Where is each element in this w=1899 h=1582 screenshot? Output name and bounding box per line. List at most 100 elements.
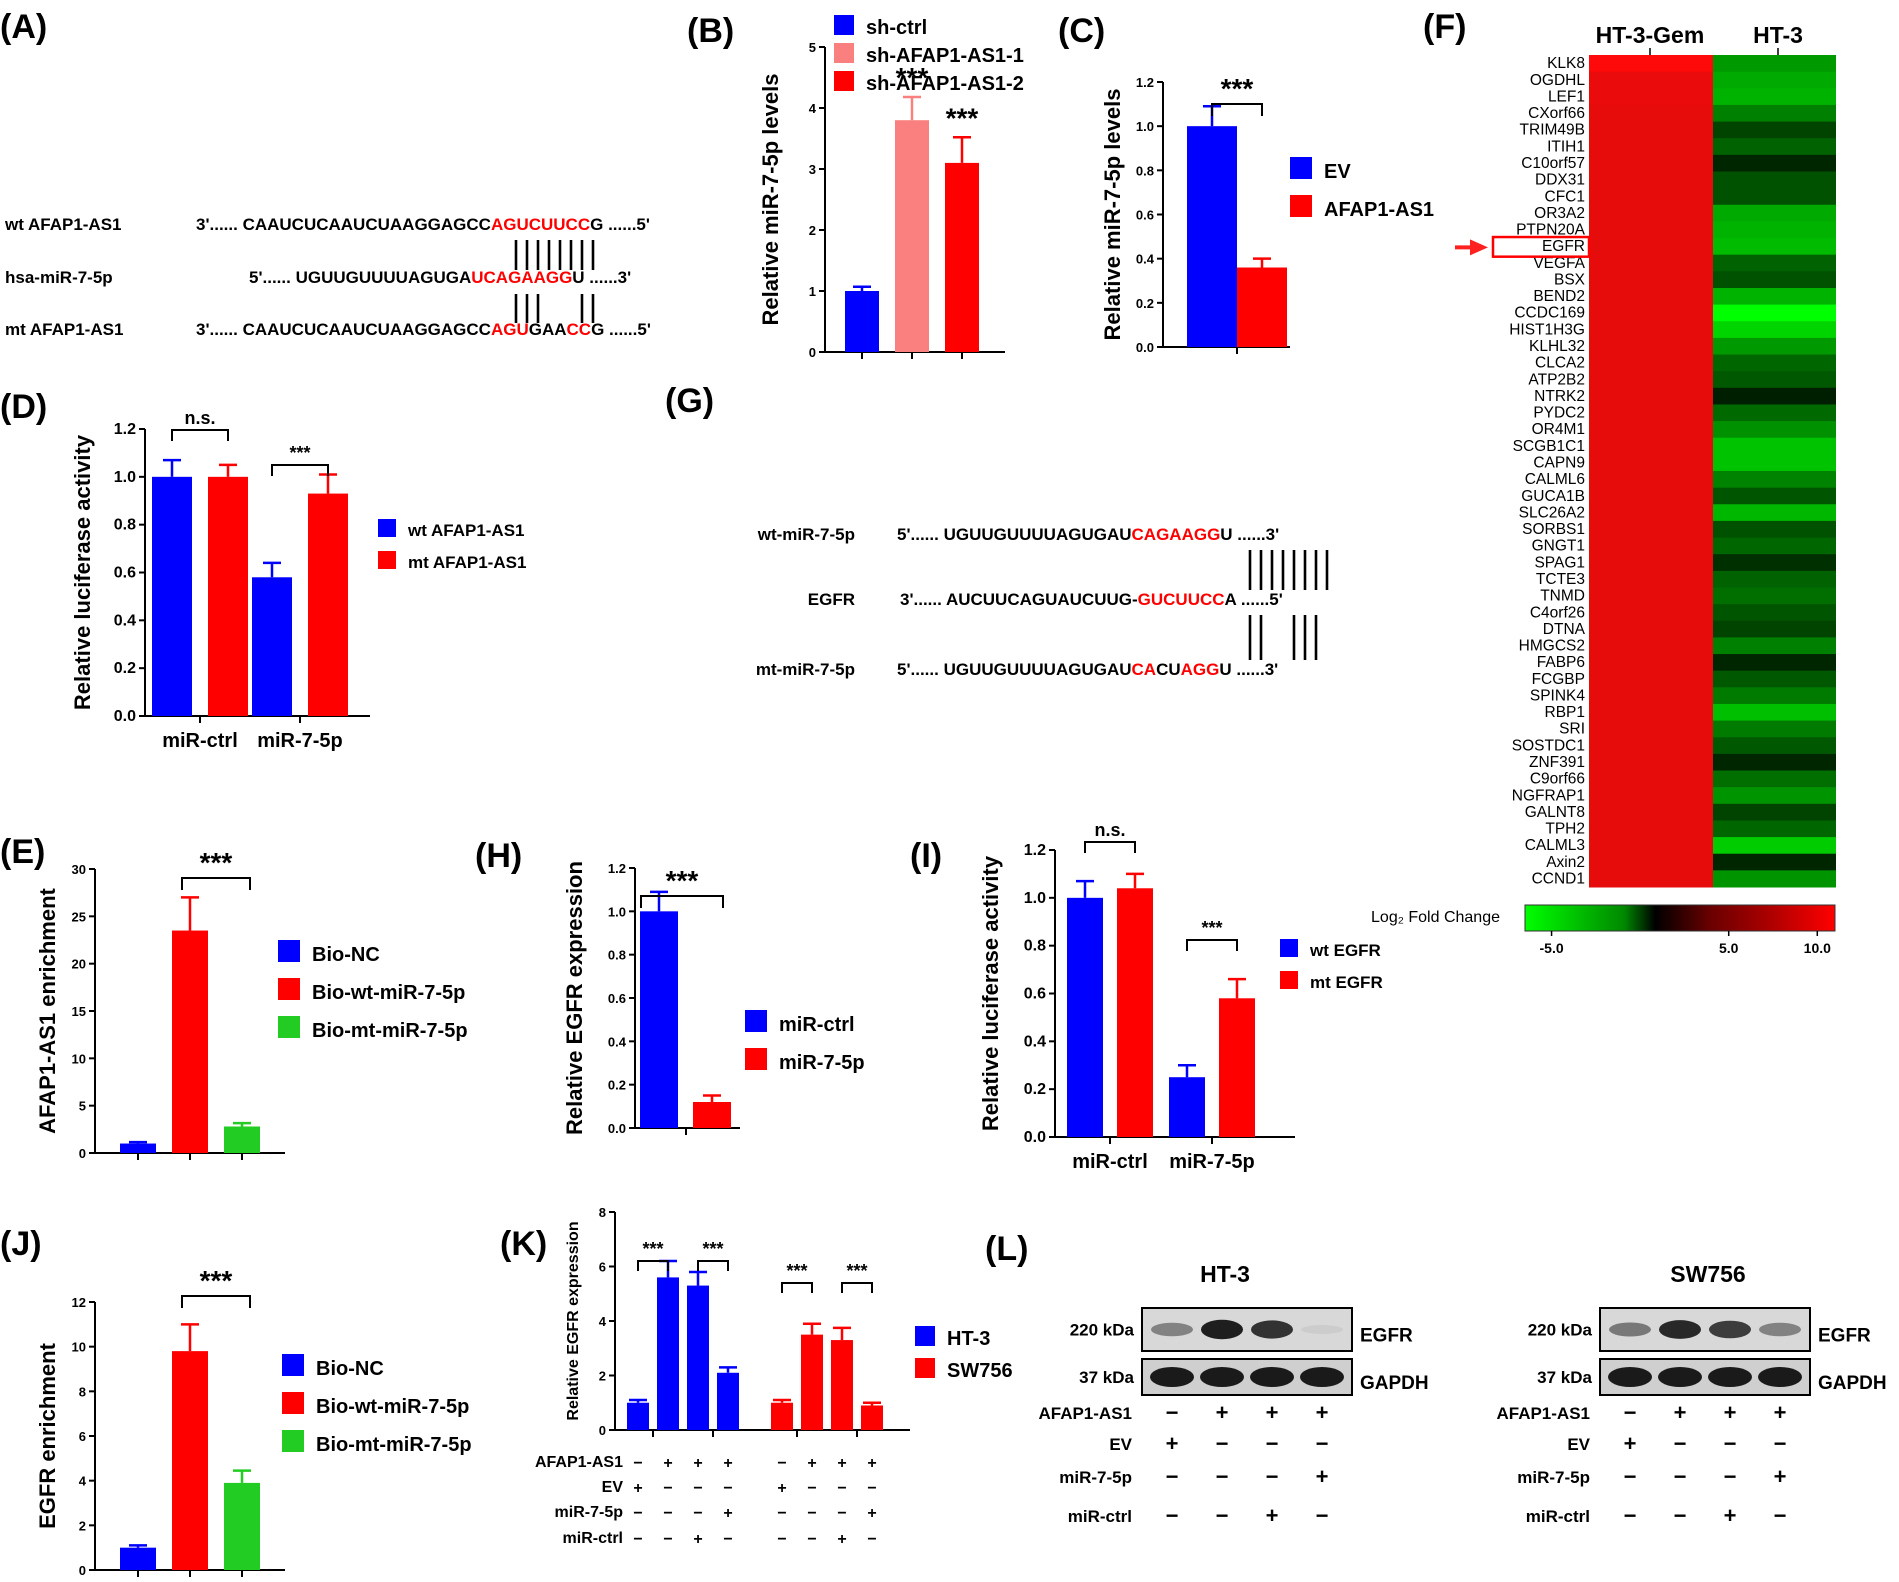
B-bar-0 — [845, 291, 879, 352]
L-gapdh-band-0-2 — [1250, 1367, 1294, 1387]
panelA-sequence-0: 3'...... CAAUCUCAAUCUAAGGAGCCAGUCUUCCG .… — [196, 215, 650, 234]
panel-label-B: (B) — [687, 12, 734, 50]
F-cell-ht3-16 — [1713, 321, 1836, 339]
F-cell-gem-45 — [1589, 803, 1713, 821]
J-legend-label-1: Bio-wt-miR-7-5p — [316, 1396, 469, 1418]
B-legend-label-2: sh-AFAP1-AS1-2 — [866, 73, 1024, 95]
J-legend-swatch-1 — [282, 1392, 304, 1414]
L-egfr-band-0-2 — [1251, 1320, 1293, 1339]
F-gene-label-43: C9orf66 — [1530, 771, 1585, 788]
K-condition-name-1: EV — [602, 1479, 624, 1496]
K-bar-7 — [861, 1405, 883, 1430]
L-sign-1-3-2: + — [1724, 1503, 1737, 1528]
C-y-tick-label-2: 0.4 — [1136, 252, 1155, 267]
K-sign-0-2: + — [693, 1455, 702, 1472]
F-cell-gem-30 — [1589, 554, 1713, 572]
E-y-tick-label-1: 5 — [79, 1099, 86, 1114]
D-y-tick-label-2: 0.4 — [114, 612, 136, 629]
panel-label-K: (K) — [500, 1225, 547, 1263]
L-condition-name-0-1: EV — [1109, 1435, 1132, 1454]
F-cell-ht3-17 — [1713, 337, 1836, 356]
K-y-tick-label-1: 2 — [599, 1369, 606, 1384]
F-gene-label-0: KLK8 — [1547, 55, 1585, 72]
B-legend-swatch-0 — [834, 15, 854, 35]
C-y-tick-label-0: 0.0 — [1136, 340, 1154, 355]
F-cell-ht3-18 — [1713, 354, 1836, 372]
D-y-tick-label-5: 1.0 — [114, 469, 136, 486]
J-y-tick-label-2: 4 — [79, 1474, 87, 1489]
D-bracket-0-label: n.s. — [184, 408, 215, 428]
H-y-tick-label-6: 1.2 — [608, 861, 626, 876]
L-sign-1-3-1: − — [1674, 1503, 1687, 1528]
F-gene-label-6: C10orf57 — [1521, 155, 1585, 172]
L-sign-0-2-2: − — [1266, 1464, 1279, 1489]
F-gene-label-31: TCTE3 — [1536, 571, 1585, 588]
J-bar-0 — [120, 1547, 156, 1570]
F-cell-gem-34 — [1589, 620, 1713, 638]
F-gene-label-32: TNMD — [1540, 588, 1585, 605]
I-bracket-0-label: n.s. — [1094, 820, 1125, 840]
F-gene-label-35: HMGCS2 — [1519, 638, 1585, 655]
E-legend-swatch-0 — [278, 940, 300, 962]
F-cell-gem-20 — [1589, 387, 1713, 405]
F-gene-label-39: RBP1 — [1545, 704, 1586, 721]
F-cell-gem-26 — [1589, 487, 1713, 505]
L-sign-0-0-0: − — [1166, 1400, 1179, 1425]
F-cell-ht3-39 — [1713, 703, 1836, 722]
D-bar-1-1 — [308, 493, 348, 716]
K-bar-3 — [717, 1372, 739, 1430]
D-bar-0-1 — [252, 577, 292, 716]
L-sign-1-3-0: − — [1624, 1503, 1637, 1528]
F-cell-ht3-42 — [1713, 753, 1836, 772]
F-legend-tick-label-1: 5.0 — [1719, 940, 1739, 956]
F-cell-gem-46 — [1589, 820, 1713, 838]
J-y-axis-label: EGFR enrichment — [35, 1342, 60, 1528]
F-cell-ht3-33 — [1713, 604, 1836, 622]
B-y-tick-label-0: 0 — [809, 345, 816, 360]
K-bracket-1-label: *** — [702, 1239, 723, 1259]
L-sign-0-1-2: − — [1266, 1431, 1279, 1456]
K-legend-label-0: HT-3 — [947, 1328, 990, 1350]
L-sign-1-0-2: + — [1724, 1400, 1737, 1425]
I-bracket-1-label: *** — [1201, 918, 1222, 938]
L-egfr-band-0-3 — [1301, 1325, 1343, 1334]
F-gene-label-28: SORBS1 — [1522, 521, 1585, 538]
C-legend-label-0: EV — [1324, 161, 1351, 183]
I-y-axis-label: Relative luciferase activity — [978, 855, 1003, 1131]
E-legend-label-0: Bio-NC — [312, 944, 380, 966]
F-cell-ht3-1 — [1713, 71, 1836, 89]
I-bar-0-0 — [1067, 897, 1103, 1137]
F-cell-gem-39 — [1589, 703, 1713, 722]
I-legend-label-0: wt EGFR — [1309, 941, 1381, 960]
E-legend-label-2: Bio-mt-miR-7-5p — [312, 1020, 468, 1042]
F-cell-gem-18 — [1589, 354, 1713, 372]
B-y-tick-label-3: 3 — [809, 162, 816, 177]
F-cell-gem-49 — [1589, 870, 1713, 888]
F-cell-gem-38 — [1589, 687, 1713, 705]
F-gene-label-46: TPH2 — [1545, 821, 1585, 838]
B-legend-label-1: sh-AFAP1-AS1-1 — [866, 45, 1024, 67]
L-egfr-band-1-2 — [1709, 1320, 1751, 1339]
F-gene-label-2: LEF1 — [1548, 88, 1585, 105]
F-cell-ht3-22 — [1713, 421, 1836, 439]
J-y-tick-label-3: 6 — [79, 1429, 86, 1444]
H-y-tick-label-1: 0.2 — [608, 1078, 626, 1093]
F-gene-label-18: CLCA2 — [1535, 355, 1585, 372]
F-cell-ht3-45 — [1713, 803, 1836, 821]
F-cell-ht3-46 — [1713, 820, 1836, 838]
F-gene-label-47: CALML3 — [1525, 837, 1585, 854]
F-gene-label-13: BSX — [1554, 271, 1586, 288]
F-cell-gem-4 — [1589, 121, 1713, 139]
K-sign-0-1: + — [663, 1455, 672, 1472]
L-sign-1-2-3: + — [1774, 1464, 1787, 1489]
K-y-tick-label-2: 4 — [599, 1314, 607, 1329]
F-gene-label-40: SRI — [1559, 721, 1585, 738]
F-cell-ht3-9 — [1713, 204, 1836, 222]
F-gene-label-26: GUCA1B — [1521, 488, 1585, 505]
I-legend-swatch-1 — [1280, 971, 1298, 989]
F-cell-ht3-49 — [1713, 870, 1836, 888]
K-sign-3-0: − — [633, 1531, 642, 1548]
E-bracket-label: *** — [200, 847, 233, 878]
I-bar-1-0 — [1117, 888, 1153, 1137]
C-y-axis-label: Relative miR-7-5p levels — [1100, 89, 1125, 341]
